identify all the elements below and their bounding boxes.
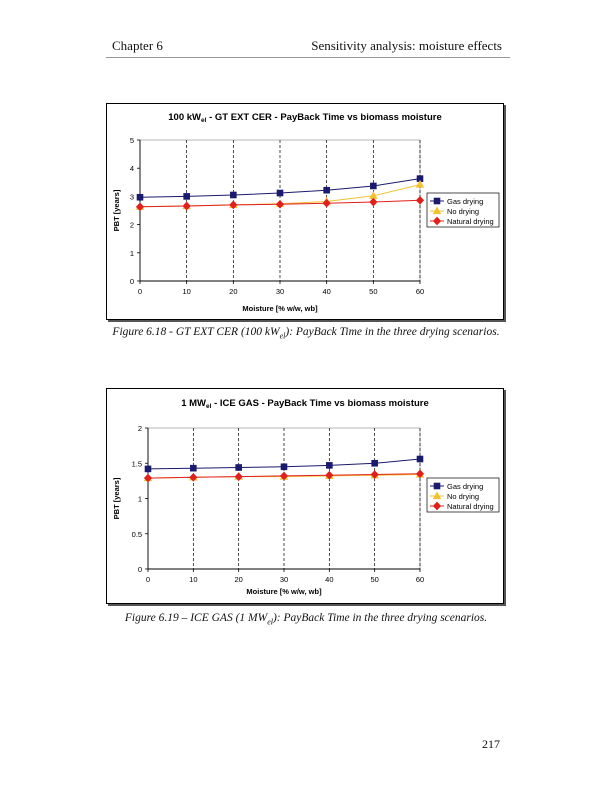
figure-caption-6-19: Figure 6.19 – ICE GAS (1 MWel): PayBack … [0,612,612,626]
x-axis-label: Moisture [% w/w, wb] [242,304,318,313]
data-point [322,198,331,208]
caption-text: Figure 6.19 – ICE GAS (1 MW [124,612,268,624]
x-tick-label: 30 [276,287,284,296]
x-tick-label: 0 [138,287,142,296]
series-natural-drying [135,196,425,212]
chart-gt-ext-cer: 100 kWel - GT EXT CER - PayBack Time vs … [112,112,500,313]
x-axis-label: Moisture [% w/w, wb] [246,587,322,596]
data-point [234,472,243,481]
legend-marker [432,216,442,226]
caption-text: Figure 6.18 - GT EXT CER (100 kW [112,326,280,338]
page-number: 217 [482,737,500,751]
x-tick-label: 60 [416,575,424,584]
data-point [370,182,377,190]
data-point [275,199,285,209]
data-point [371,459,378,467]
chart-frame-ice-gas: 1 MWel - ICE GAS - PayBack Time vs bioma… [106,388,504,604]
x-tick-label: 60 [416,287,424,296]
legend-marker [433,482,441,490]
data-point [276,189,284,197]
data-point [415,196,425,205]
chart-title-text-end: - GT EXT CER - PayBack Time vs biomass m… [206,112,441,123]
caption-subscript: el [279,331,286,341]
chart-frame-gt-ext-cer: 100 kWel - GT EXT CER - PayBack Time vs … [106,103,504,320]
y-tick-label: 1.5 [132,459,142,468]
chart-title: 1 MWel - ICE GAS - PayBack Time vs bioma… [181,398,429,410]
data-point [136,193,144,201]
data-point [144,465,152,473]
legend-label: No drying [447,207,479,216]
x-tick-label: 10 [189,575,197,584]
y-tick-label: 1 [138,495,142,504]
data-point [323,186,330,194]
chart-title-text: 100 kW [168,112,201,123]
data-point [229,200,238,210]
legend-label: Natural drying [447,217,494,226]
series-gas-drying [144,455,424,473]
x-tick-label: 0 [146,575,150,584]
caption-text-end: ): PayBack Time in the three drying scen… [272,612,488,624]
series-gas-drying [136,175,424,201]
chapter-header: Chapter 6 [112,38,163,53]
x-tick-label: 10 [182,287,190,296]
caption-text-end: ): PayBack Time in the three drying scen… [285,326,500,338]
data-point [326,462,333,469]
caption-subscript: el [267,617,273,627]
header-divider [106,57,510,58]
x-tick-label: 50 [369,287,377,296]
x-tick-label: 40 [322,287,330,296]
data-point [325,470,334,480]
data-point [279,471,289,481]
data-point [189,473,198,482]
data-point [235,464,242,471]
x-tick-label: 30 [280,575,288,584]
y-tick-label: 2 [130,221,134,230]
y-tick-label: 1 [130,249,134,258]
chart-title-subscript: el [201,117,207,124]
y-axis-label: PBT [years] [112,477,121,519]
data-point [370,470,379,479]
section-header: Sensitivity analysis: moisture effects [311,38,502,53]
legend-label: Gas drying [447,197,483,206]
data-point [416,455,424,463]
x-tick-label: 20 [229,287,237,296]
series-natural-drying [143,469,425,483]
legend-label: Gas drying [447,482,483,491]
legend-marker [433,197,441,205]
data-point [183,193,190,200]
data-point [190,464,197,472]
legend-label: No drying [447,492,479,501]
data-point [230,191,237,199]
legend-marker [432,206,442,215]
x-tick-label: 20 [234,575,242,584]
y-tick-label: 3 [130,192,134,201]
x-tick-label: 40 [325,575,333,584]
data-point [143,473,153,483]
y-tick-label: 5 [130,136,134,145]
legend-label: Natural drying [447,502,494,511]
chart-title: 100 kWel - GT EXT CER - PayBack Time vs … [168,112,441,124]
chart-title-text-end: - ICE GAS - PayBack Time vs biomass mois… [211,398,428,409]
y-tick-label: 0.5 [132,530,142,539]
data-point [280,463,288,471]
figure-caption-6-18: Figure 6.18 - GT EXT CER (100 kWel): Pay… [0,326,612,340]
data-point [135,202,145,212]
y-tick-label: 0 [138,565,142,574]
legend-marker [432,491,442,500]
x-tick-label: 50 [370,575,378,584]
y-tick-label: 0 [130,277,134,286]
chart-title-subscript: el [206,403,212,410]
data-point [415,469,425,479]
data-point [369,197,378,207]
legend-marker [432,501,442,511]
data-point [415,179,425,188]
chart-title-text: 1 MW [181,398,206,409]
chart-ice-gas: 1 MWel - ICE GAS - PayBack Time vs bioma… [112,398,500,596]
y-tick-label: 2 [138,424,142,433]
data-point [182,201,191,211]
y-axis-label: PBT [years] [112,189,121,231]
y-tick-label: 4 [130,164,134,173]
